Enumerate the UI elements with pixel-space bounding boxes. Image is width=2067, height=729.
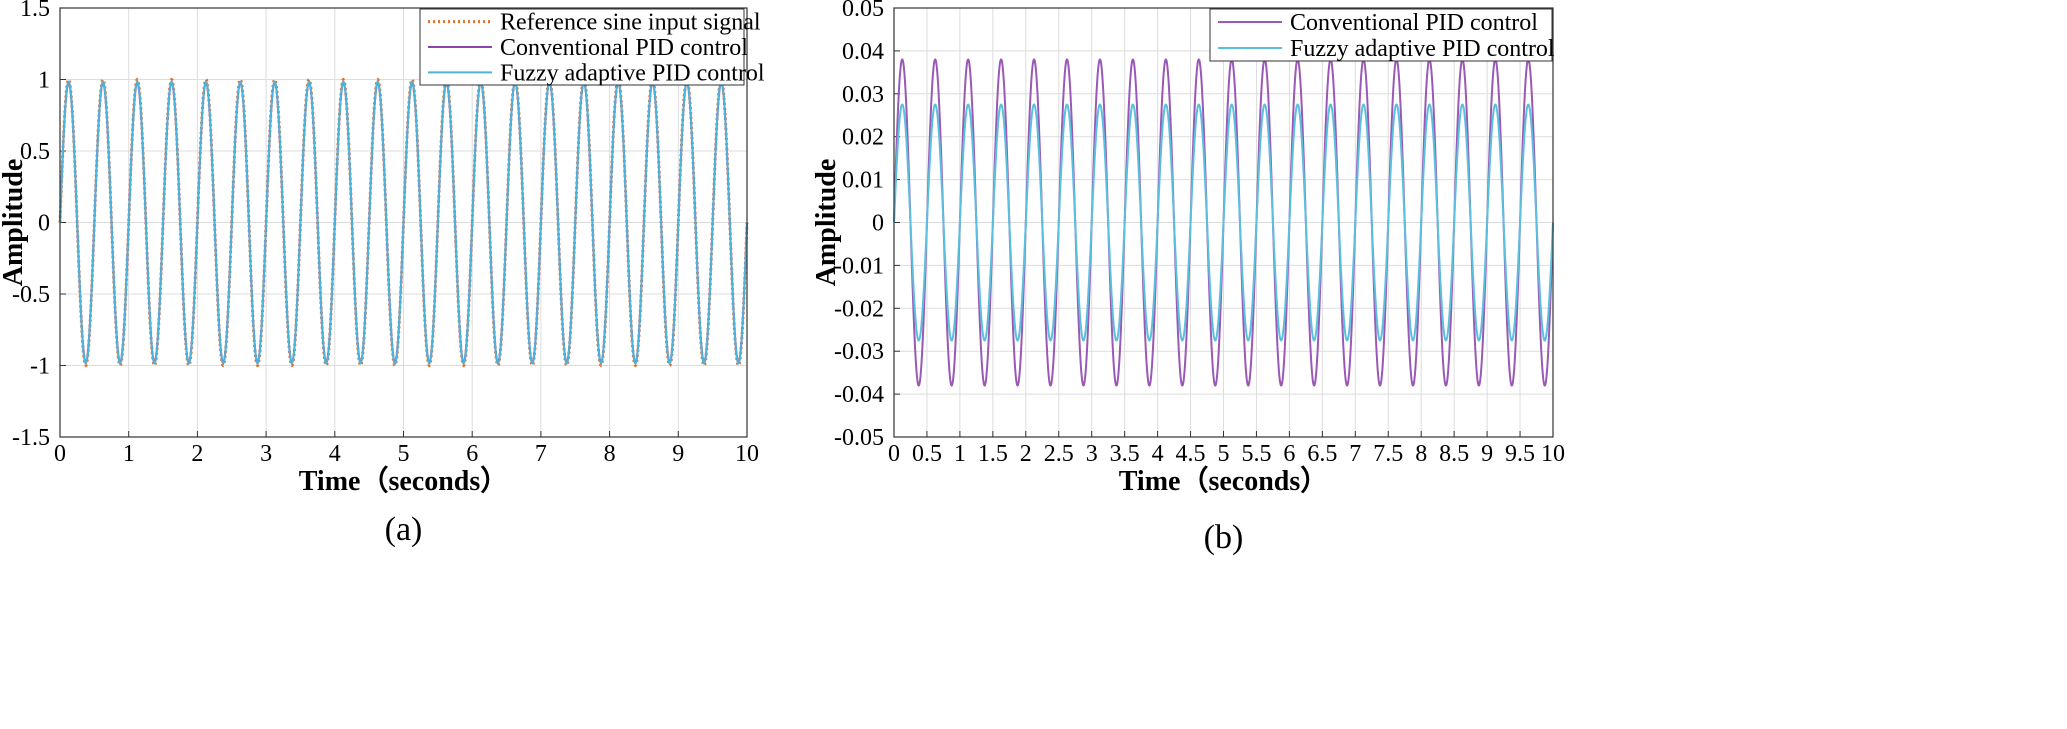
legend: Reference sine input signalConventional … — [419, 8, 765, 86]
series-line-2 — [893, 103, 1554, 342]
x-tick-label: 4 — [329, 441, 341, 467]
x-tick-label: 3.5 — [1110, 441, 1140, 467]
x-tick-label: 3 — [260, 441, 272, 467]
x-tick-label: 7 — [535, 441, 547, 467]
legend-entry: Reference sine input signal — [500, 10, 761, 36]
x-tick-label: 6.5 — [1307, 441, 1337, 467]
x-tick-label: 8 — [604, 441, 616, 467]
x-tick-label: 10 — [735, 441, 759, 467]
series-line-3 — [59, 80, 748, 365]
chart-panel-1: 0 1 2 3 4 5 6 7 8 9 10 1.5 1 0.5 0 -0.5 -1 -1.5 Time（secon… — [0, 0, 765, 548]
legend-entry: Conventional PID control — [500, 35, 748, 61]
y-axis-label: Amplitude — [811, 159, 842, 287]
y-tick-label: 1 — [38, 68, 50, 94]
x-tick-label: 9 — [1481, 441, 1493, 467]
chart-panel-2: 0 0.5 1 1.5 2 2.5 3 3.5 4 4.5 5 5.5 6 6.5 7 7.5 8 8.5 9 9.5… — [811, 0, 1565, 556]
y-tick-label: -1 — [30, 354, 50, 380]
x-tick-label: 5 — [1218, 441, 1230, 467]
x-tick-label: 6 — [466, 441, 478, 467]
x-axis-label: Time（seconds） — [1119, 464, 1329, 497]
x-tick-label: 1 — [123, 441, 135, 467]
y-axis-label: Amplitude — [0, 159, 29, 287]
y-tick-label: 0.02 — [842, 125, 884, 151]
x-tick-label: 1 — [954, 441, 966, 467]
x-tick-label: 9 — [672, 441, 684, 467]
y-tick-label: 1.5 — [20, 0, 50, 22]
y-tick-label: 0.03 — [842, 82, 884, 108]
legend-box — [1209, 8, 1553, 62]
x-axis-label: Time（seconds） — [299, 464, 509, 497]
x-tick-label: 2 — [191, 441, 203, 467]
y-tick-label: -0.05 — [834, 425, 884, 451]
plot-frame — [893, 7, 1554, 438]
y-tick-label: 0.05 — [842, 0, 884, 22]
x-tick-label: 7.5 — [1373, 441, 1403, 467]
x-tick-label: 8 — [1415, 441, 1427, 467]
y-tick-label: -1.5 — [12, 425, 50, 451]
x-tick-label: 8.5 — [1439, 441, 1469, 467]
x-tick-label: 0 — [888, 441, 900, 467]
plot-frame — [59, 7, 748, 438]
y-tick-label: 0.01 — [842, 168, 884, 194]
legend-entry: Fuzzy adaptive PID control — [500, 60, 765, 86]
x-tick-label: 5.5 — [1241, 441, 1271, 467]
y-tick-label: 0.5 — [20, 139, 50, 165]
y-tick-label: -0.03 — [834, 339, 884, 365]
x-tick-label: 7 — [1349, 441, 1361, 467]
x-tick-label: 9.5 — [1505, 441, 1535, 467]
x-tick-label: 5 — [398, 441, 410, 467]
y-tick-label: 0 — [872, 211, 884, 237]
y-tick-label: -0.01 — [834, 253, 884, 279]
x-tick-label: 0 — [54, 441, 66, 467]
y-tick-label: -0.04 — [834, 382, 884, 408]
x-tick-label: 2.5 — [1044, 441, 1074, 467]
y-tick-label: -0.02 — [834, 296, 884, 322]
x-tick-label: 10 — [1541, 441, 1565, 467]
y-tick-label: -0.5 — [12, 282, 50, 308]
panel-label: (b) — [1204, 519, 1244, 556]
x-tick-label: 4.5 — [1176, 441, 1206, 467]
x-tick-label: 1.5 — [978, 441, 1008, 467]
legend-entry: Fuzzy adaptive PID control — [1290, 36, 1555, 62]
x-tick-label: 0.5 — [912, 441, 942, 467]
x-tick-label: 6 — [1283, 441, 1295, 467]
y-tick-label: 0 — [38, 211, 50, 237]
x-tick-label: 4 — [1152, 441, 1164, 467]
legend-entry: Conventional PID control — [1290, 10, 1538, 36]
panel-label: (a) — [385, 511, 423, 548]
x-tick-label: 3 — [1086, 441, 1098, 467]
y-tick-label: 0.04 — [842, 39, 884, 65]
x-tick-label: 2 — [1020, 441, 1032, 467]
